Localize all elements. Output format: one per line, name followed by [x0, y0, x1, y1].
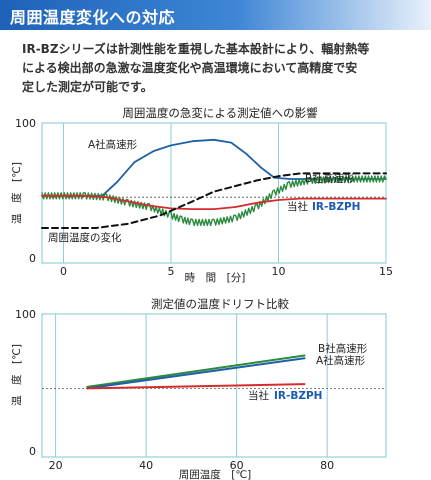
chart2-ytick-0: 0	[29, 445, 36, 458]
chart2-series	[86, 354, 306, 390]
intro-text: IR-BZシリーズは計測性能を重視した基本設計により、輻射熱等 による検出部の急…	[22, 40, 422, 97]
intro-line-3: 定した測定が可能です。	[22, 80, 153, 94]
chart1-xtick: 15	[379, 265, 393, 278]
chart2-ylabel: 温 度 [℃]	[10, 344, 23, 406]
chart1-series-2	[41, 194, 387, 211]
chart1-xtick: 10	[272, 265, 286, 278]
chart1-xlabel: 時 間 [分]	[185, 272, 246, 284]
chart2-series-1	[86, 357, 306, 390]
chart2-xticks: 20 40 60 80	[49, 459, 335, 472]
chart1-label-a: A社高速形	[88, 138, 138, 151]
chart1-series-3	[41, 172, 387, 229]
section-title: 周囲温度変化への対応	[10, 8, 176, 27]
chart2-xtick: 40	[139, 459, 153, 472]
chart1-title: 周囲温度の急変による測定値への影響	[122, 106, 317, 120]
chart1-label-ambient: 周囲温度の変化	[48, 231, 122, 244]
chart2-label-a: A社高速形	[316, 354, 366, 367]
intro-line-2: による検出部の急激な温度変化や高温環境において高精度で安	[22, 61, 358, 75]
chart1-series	[41, 138, 387, 229]
chart1-xticks: 0 5 10 15	[60, 265, 393, 278]
intro-line-1: IR-BZシリーズは計測性能を重視した基本設計により、輻射熱等	[22, 42, 370, 56]
chart1-label-ours-model: IR-BZPH	[312, 201, 360, 213]
chart2-ytick-100: 100	[15, 308, 36, 321]
chart2-series-2	[86, 383, 306, 390]
chart2-xlabel: 周囲温度 [℃]	[179, 468, 252, 480]
chart2-xtick: 20	[49, 459, 63, 472]
chart1-ytick-100: 100	[15, 117, 36, 130]
chart-response: 周囲温度の急変による測定値への影響 100 0 0 5 10 15 時 間 [分] 温…	[10, 106, 393, 284]
section-header: 周囲温度変化への対応	[0, 0, 431, 30]
chart2-title: 測定値の温度ドリフト比較	[151, 297, 289, 311]
chart2-xtick: 60	[230, 459, 244, 472]
chart2-xtick: 80	[320, 459, 334, 472]
chart2-label-b: B社高速形	[318, 342, 368, 355]
chart1-frame	[41, 122, 387, 264]
chart2-label-ours-model: IR-BZPH	[274, 390, 322, 402]
chart1-label-b: B社高速形	[305, 172, 355, 185]
chart1-ylabel: 温 度 [℃]	[10, 162, 23, 224]
chart1-xtick: 0	[60, 265, 67, 278]
chart1-label-ours-prefix: 当社	[287, 200, 308, 213]
chart-drift: 測定値の温度ドリフト比較 100 0 20 40 60 80 周囲温度 [℃] 温 度…	[10, 297, 387, 480]
chart2-series-0	[86, 354, 306, 388]
chart1-series-1	[41, 175, 387, 227]
chart1-series-0	[41, 138, 387, 197]
chart1-xtick: 5	[168, 265, 175, 278]
chart2-label-ours-prefix: 当社	[248, 389, 269, 402]
chart1-ytick-0: 0	[29, 252, 36, 265]
